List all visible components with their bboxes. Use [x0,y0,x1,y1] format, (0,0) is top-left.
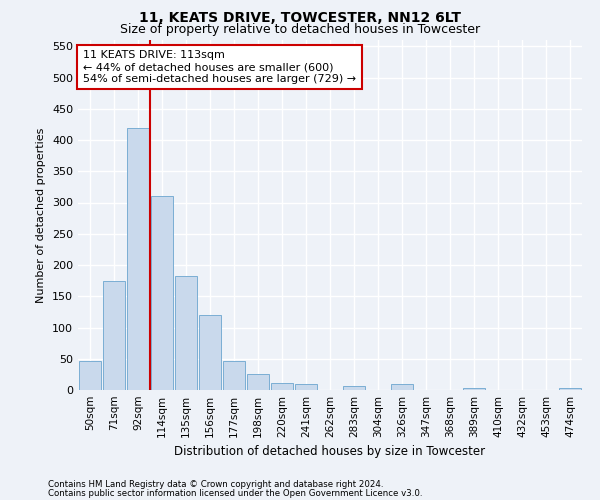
Bar [127,128,149,390]
X-axis label: Distribution of detached houses by size in Towcester: Distribution of detached houses by size … [175,446,485,458]
Text: 11 KEATS DRIVE: 113sqm
← 44% of detached houses are smaller (600)
54% of semi-de: 11 KEATS DRIVE: 113sqm ← 44% of detached… [83,50,356,84]
Bar [391,384,413,390]
Text: 11, KEATS DRIVE, TOWCESTER, NN12 6LT: 11, KEATS DRIVE, TOWCESTER, NN12 6LT [139,11,461,25]
Y-axis label: Number of detached properties: Number of detached properties [37,128,46,302]
Bar [175,276,197,390]
Bar [271,382,293,390]
Bar [199,315,221,390]
Bar [295,384,317,390]
Bar [343,386,365,390]
Bar [463,388,485,390]
Bar [559,388,581,390]
Bar [247,374,269,390]
Text: Size of property relative to detached houses in Towcester: Size of property relative to detached ho… [120,22,480,36]
Bar [151,196,173,390]
Bar [223,360,245,390]
Bar [103,280,125,390]
Text: Contains public sector information licensed under the Open Government Licence v3: Contains public sector information licen… [48,489,422,498]
Text: Contains HM Land Registry data © Crown copyright and database right 2024.: Contains HM Land Registry data © Crown c… [48,480,383,489]
Bar [79,360,101,390]
